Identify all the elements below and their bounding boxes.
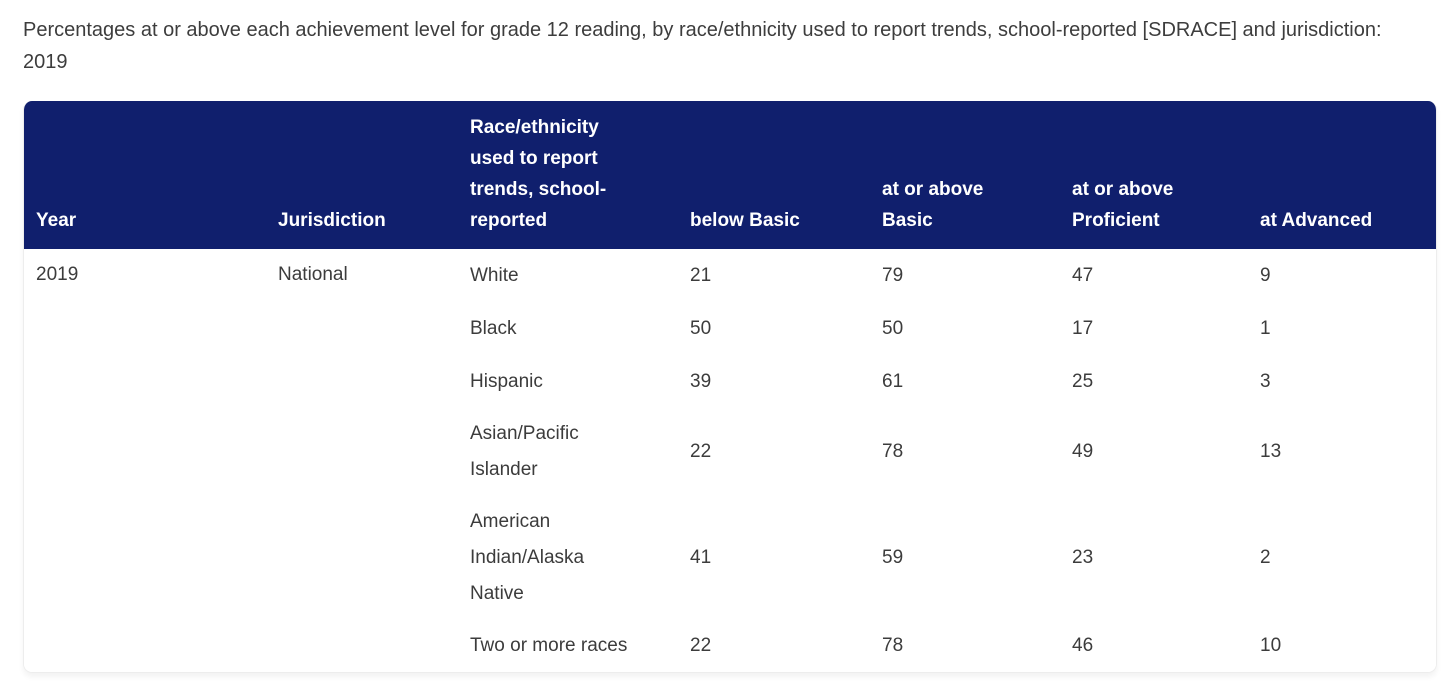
at-or-above-proficient-value: 46 [1060,620,1248,672]
page-title: Percentages at or above each achievement… [23,19,1382,73]
at-or-above-basic-value: 50 [870,302,1060,355]
table-row: American Indian/Alaska Native 41 59 23 2 [24,496,1436,620]
at-or-above-proficient-value: 17 [1060,302,1248,355]
col-header-at-advanced-label: at Advanced [1260,210,1373,231]
col-header-below-basic: below Basic [678,101,870,249]
race-label: Black [470,317,517,339]
col-header-year-label: Year [36,210,77,231]
at-or-above-basic-value: 61 [870,355,1060,408]
race-cell: Black [458,302,678,355]
race-cell: American Indian/Alaska Native [458,496,678,620]
col-header-at-advanced: at Advanced [1248,101,1436,249]
at-or-above-proficient-value: 23 [1060,496,1248,620]
race-label: Hispanic [470,370,543,392]
at-advanced-value: 2 [1248,496,1436,620]
col-header-race-ethnicity: Race/ethnicity used to report trends, sc… [458,101,678,249]
col-header-year: Year [24,101,266,249]
table-row: Black 50 50 17 1 [24,302,1436,355]
at-or-above-basic-value: 79 [870,249,1060,302]
below-basic-value: 22 [678,620,870,672]
race-label: Asian/Pacific Islander [470,423,579,480]
at-advanced-value: 13 [1248,408,1436,496]
at-advanced-value: 1 [1248,302,1436,355]
jurisdiction-cell: National [266,249,458,672]
year-cell: 2019 [24,249,266,672]
table-row: Two or more races 22 78 46 10 [24,620,1436,672]
at-or-above-proficient-value: 49 [1060,408,1248,496]
col-header-jurisdiction-label: Jurisdiction [278,210,386,231]
col-header-race-ethnicity-label: Race/ethnicity used to report trends, sc… [470,117,607,231]
race-label: Two or more races [470,635,628,656]
at-or-above-basic-value: 59 [870,496,1060,620]
below-basic-value: 39 [678,355,870,408]
at-or-above-basic-value: 78 [870,620,1060,672]
col-header-at-or-above-basic: at or above Basic [870,101,1060,249]
below-basic-value: 41 [678,496,870,620]
race-label: American Indian/Alaska Native [470,511,585,604]
table-row: 2019 National White 21 79 47 9 [24,249,1436,672]
col-header-at-or-above-basic-label: at or above Basic [882,179,984,231]
col-header-at-or-above-proficient: at or above Proficient [1060,101,1248,249]
at-or-above-basic-value: 78 [870,408,1060,496]
below-basic-value: 50 [678,302,870,355]
table-header: Year Jurisdiction Race/ethnicity used to… [24,101,1436,249]
at-advanced-value: 10 [1248,620,1436,672]
at-advanced-value: 3 [1248,355,1436,408]
col-header-at-or-above-proficient-label: at or above Proficient [1072,179,1174,231]
achievement-table-container: Year Jurisdiction Race/ethnicity used to… [23,101,1437,673]
race-cell: Asian/Pacific Islander [458,408,678,496]
race-cell: White [458,249,678,302]
below-basic-value: 22 [678,408,870,496]
col-header-jurisdiction: Jurisdiction [266,101,458,249]
race-label: White [470,264,519,286]
table-row: Hispanic 39 61 25 3 [24,355,1436,408]
table-body: 2019 National White 21 79 47 9 Black 50 … [24,249,1436,672]
at-or-above-proficient-value: 47 [1060,249,1248,302]
report-page: Percentages at or above each achievement… [23,19,1437,673]
col-header-below-basic-label: below Basic [690,210,800,231]
achievement-table: Year Jurisdiction Race/ethnicity used to… [24,101,1436,672]
at-advanced-value: 9 [1248,249,1436,302]
below-basic-value: 21 [678,249,870,302]
at-or-above-proficient-value: 25 [1060,355,1248,408]
race-cell: Two or more races [458,620,678,672]
header-row: Year Jurisdiction Race/ethnicity used to… [24,101,1436,249]
race-cell: Hispanic [458,355,678,408]
table-row: Asian/Pacific Islander 22 78 49 13 [24,408,1436,496]
